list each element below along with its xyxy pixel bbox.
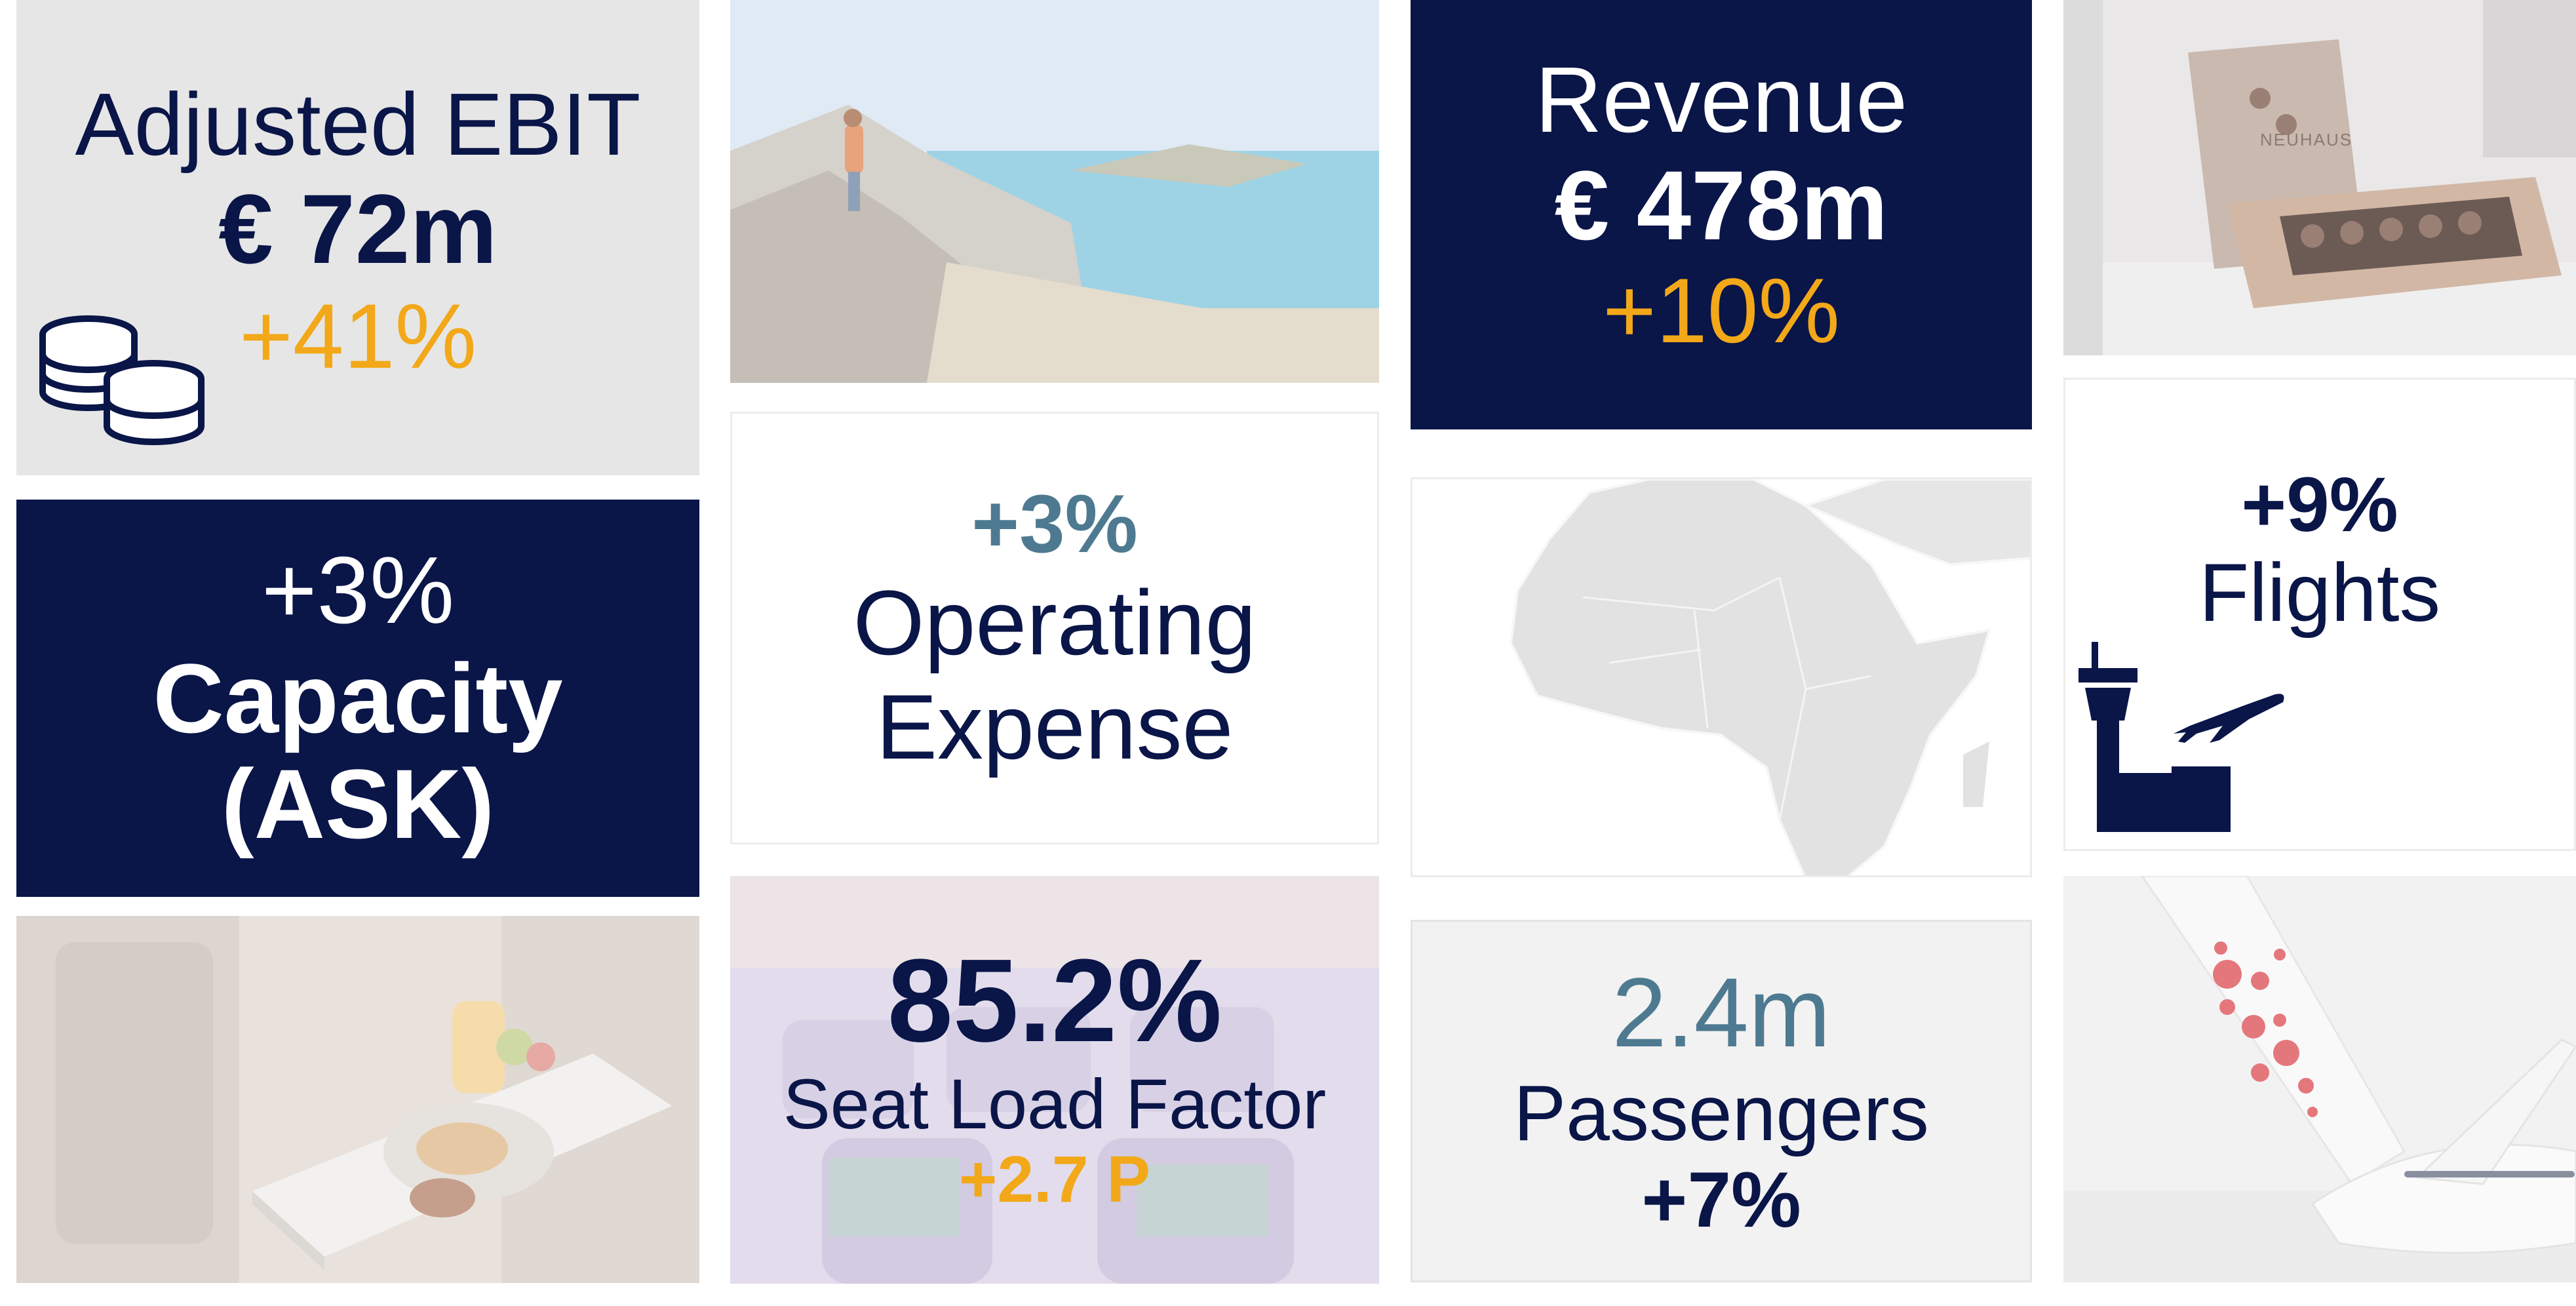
passengers-label: Passengers [1513,1069,1929,1158]
seat-load-change: +2.7 P [959,1142,1150,1216]
opex-change: +3% [971,479,1138,570]
ebit-label: Adjusted EBIT [75,75,641,174]
seat-load-value: 85.2% [887,935,1222,1067]
ebit-change: +41% [239,284,477,387]
revenue-tile: Revenue € 478m +10% [1411,0,2032,429]
capacity-label: Capacity [153,643,563,753]
revenue-change: +10% [1603,259,1840,363]
opex-sublabel: Expense [876,675,1234,778]
chocolates-brand: NEUHAUS [2260,130,2353,149]
capacity-change: +3% [261,537,455,644]
capacity-sublabel: (ASK) [221,749,495,860]
revenue-value: € 478m [1554,149,1888,260]
flights-change: +9% [2241,462,2398,548]
opex-label: Operating [853,570,1257,674]
seat-load-label: Seat Load Factor [783,1064,1327,1144]
africa-map-tile [1411,477,2032,877]
africa-map [1413,479,2030,875]
coast-hiker-photo [730,0,1379,383]
flights-label: Flights [2198,547,2441,639]
coins-icon [36,308,213,449]
revenue-label: Revenue [1534,47,1908,152]
seat-load-tile: 85.2% Seat Load Factor +2.7 P [730,876,1379,1284]
brussels-airlines-plane-photo [2063,876,2576,1282]
flights-tile: +9% Flights [2063,378,2576,851]
cabin-photo [730,876,1379,1284]
ebit-value: € 72m [218,174,498,285]
capacity-tile: +3% Capacity (ASK) [16,500,699,897]
airplane-icon [2170,688,2288,747]
inflight-meal-photo [16,916,699,1283]
chocolates-photo: NEUHAUS [2063,0,2576,355]
control-tower-icon [2078,642,2249,832]
passengers-change: +7% [1641,1156,1801,1244]
passengers-value: 2.4m [1612,957,1831,1067]
ebit-tile: Adjusted EBIT € 72m +41% [16,0,699,475]
passengers-tile: 2.4m Passengers +7% [1411,920,2032,1282]
opex-tile: +3% Operating Expense [730,412,1379,844]
